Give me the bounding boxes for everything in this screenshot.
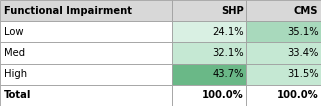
- Text: SHP: SHP: [221, 6, 244, 16]
- Bar: [246, 42, 321, 64]
- Text: 35.1%: 35.1%: [287, 27, 318, 37]
- Text: Med: Med: [4, 48, 25, 58]
- Bar: [0, 64, 172, 85]
- Bar: [172, 85, 246, 106]
- Text: Total: Total: [4, 90, 31, 100]
- Bar: [172, 64, 246, 85]
- Bar: [246, 85, 321, 106]
- Text: 32.1%: 32.1%: [212, 48, 244, 58]
- Bar: [0, 85, 172, 106]
- Text: 100.0%: 100.0%: [277, 90, 318, 100]
- Text: 24.1%: 24.1%: [212, 27, 244, 37]
- Text: 31.5%: 31.5%: [287, 69, 318, 79]
- Bar: [246, 64, 321, 85]
- Text: High: High: [4, 69, 27, 79]
- Bar: [0, 21, 172, 42]
- Bar: [172, 0, 246, 21]
- Bar: [246, 21, 321, 42]
- Text: 43.7%: 43.7%: [212, 69, 244, 79]
- Bar: [0, 0, 172, 21]
- Bar: [0, 42, 172, 64]
- Bar: [172, 42, 246, 64]
- Text: 33.4%: 33.4%: [287, 48, 318, 58]
- Text: Functional Impairment: Functional Impairment: [4, 6, 132, 16]
- Text: Low: Low: [4, 27, 23, 37]
- Text: CMS: CMS: [294, 6, 318, 16]
- Bar: [172, 21, 246, 42]
- Text: 100.0%: 100.0%: [202, 90, 244, 100]
- Bar: [246, 0, 321, 21]
